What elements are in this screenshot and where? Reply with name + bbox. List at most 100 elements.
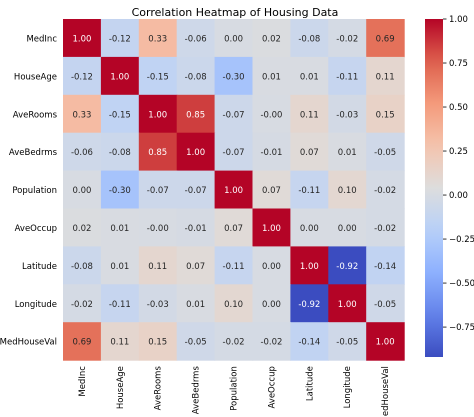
heatmap-cell-MedInc-Population	[214, 19, 254, 58]
colorbar-tick-label: 0.00	[449, 191, 468, 201]
cell-value-Latitude-HouseAge: 0.01	[110, 262, 129, 272]
cell-value-MedInc-Population: 0.00	[224, 34, 243, 44]
heatmap-cell-HouseAge-Longitude	[328, 56, 367, 96]
heatmap-cell-Longitude-HouseAge	[100, 284, 140, 323]
heatmap-cell-AveOccup-Longitude	[328, 208, 367, 247]
cell-value-MedHouseVal-Population: -0.02	[223, 338, 245, 348]
cell-value-MedHouseVal-MedHouseVal: 1.00	[376, 338, 395, 348]
cell-value-Longitude-HouseAge: -0.11	[109, 300, 131, 310]
column-label-AveRooms: AveRooms	[154, 366, 164, 411]
cell-value-Longitude-Longitude: 1.00	[338, 300, 357, 310]
heatmap-cell-AveOccup-Population	[214, 208, 254, 247]
cell-value-Population-AveRooms: -0.07	[147, 186, 169, 196]
heatmap-cell-MedInc-MedHouseVal	[366, 19, 405, 58]
heatmap-cell-Population-MedHouseVal	[366, 170, 405, 210]
heatmap-cell-MedHouseVal-MedInc	[63, 322, 102, 361]
heatmap-cell-Latitude-MedInc	[63, 246, 102, 285]
heatmap-cells: 1.00 -0.12 0.33 -0.06 0.00 0.02 -0.08 -0.02 0.69…	[63, 19, 405, 361]
cell-value-Latitude-AveBedrms: 0.07	[186, 262, 205, 272]
column-label-MedInc: MedInc	[78, 366, 88, 397]
cell-value-AveRooms-MedInc: 0.33	[72, 110, 91, 120]
row-labels: MedInc HouseAge AveRooms AveBedrms Populatio…	[0, 34, 58, 347]
heatmap-cell-Population-Population	[214, 170, 254, 210]
column-label-AveOccup: AveOccup	[267, 366, 277, 408]
cell-value-Latitude-MedHouseVal: -0.14	[374, 262, 396, 272]
cell-value-MedInc-HouseAge: -0.12	[109, 34, 131, 44]
heatmap-cell-AveBedrms-MedHouseVal	[366, 132, 405, 172]
heatmap-cell-AveOccup-AveBedrms	[176, 208, 216, 247]
heatmap-cell-Longitude-Latitude	[290, 284, 329, 323]
heatmap-cell-AveBedrms-Population	[214, 132, 254, 172]
cell-value-MedInc-Longitude: -0.02	[336, 34, 358, 44]
heatmap-cell-AveOccup-AveRooms	[138, 208, 178, 247]
cell-value-Longitude-MedInc: -0.02	[71, 300, 93, 310]
cell-value-AveBedrms-AveOccup: -0.01	[260, 148, 282, 158]
column-label-Population: Population	[230, 366, 240, 411]
cell-value-AveOccup-MedHouseVal: -0.02	[374, 224, 396, 234]
heatmap-cell-MedInc-Longitude	[328, 19, 367, 58]
column-label-AveBedrms: AveBedrms	[192, 366, 202, 415]
column-labels: MedInc HouseAge AveRooms AveBedrms Populatio…	[78, 366, 391, 417]
row-label-Latitude: Latitude	[22, 262, 57, 272]
cell-value-AveBedrms-Latitude: 0.07	[300, 148, 319, 158]
colorbar-tick-label: 0.25	[449, 147, 468, 157]
cell-value-Population-MedHouseVal: -0.02	[374, 186, 396, 196]
heatmap-cell-AveBedrms-MedInc	[63, 132, 102, 172]
heatmap-cell-MedInc-MedInc	[63, 19, 102, 58]
cell-value-Latitude-MedInc: -0.08	[71, 262, 93, 272]
heatmap-cell-AveOccup-Latitude	[290, 208, 329, 247]
cell-value-Longitude-Latitude: -0.92	[298, 300, 320, 310]
heatmap-cell-Population-Latitude	[290, 170, 329, 210]
heatmap-cell-HouseAge-MedInc	[63, 56, 102, 96]
cell-value-AveBedrms-MedInc: -0.06	[71, 148, 93, 158]
cell-value-HouseAge-Population: -0.30	[223, 72, 245, 82]
cell-value-AveRooms-Population: -0.07	[223, 110, 245, 120]
cell-value-AveBedrms-Population: -0.07	[223, 148, 245, 158]
heatmap-cell-AveOccup-AveOccup	[252, 208, 291, 247]
heatmap-cell-MedHouseVal-Population	[214, 322, 254, 361]
row-label-AveBedrms: AveBedrms	[9, 148, 58, 158]
cell-value-MedHouseVal-MedInc: 0.69	[72, 338, 91, 348]
heatmap-cell-AveBedrms-Longitude	[328, 132, 367, 172]
heatmap-cell-AveRooms-Latitude	[290, 94, 329, 134]
heatmap-cell-AveBedrms-AveRooms	[138, 132, 178, 172]
cell-value-MedInc-Latitude: -0.08	[298, 34, 320, 44]
chart-title: Correlation Heatmap of Housing Data	[132, 6, 339, 19]
heatmap-cell-MedHouseVal-HouseAge	[100, 322, 140, 361]
heatmap-cell-MedInc-AveBedrms	[176, 19, 216, 58]
heatmap-cell-AveRooms-MedInc	[63, 94, 102, 134]
heatmap-cell-MedInc-AveOccup	[252, 19, 291, 58]
colorbar-tick-label: 0.50	[449, 103, 468, 113]
heatmap-cell-Latitude-HouseAge	[100, 246, 140, 285]
colorbar-tick-label: −0.25	[449, 235, 474, 245]
row-label-HouseAge: HouseAge	[14, 72, 57, 82]
heatmap-cell-AveRooms-Population	[214, 94, 254, 134]
colorbar-tick-label: 1.00	[449, 15, 468, 25]
heatmap-cell-Longitude-AveRooms	[138, 284, 178, 323]
heatmap-cell-Latitude-Population	[214, 246, 254, 285]
cell-value-Longitude-AveRooms: -0.03	[147, 300, 169, 310]
cell-value-MedInc-AveBedrms: -0.06	[185, 34, 207, 44]
row-label-Longitude: Longitude	[15, 300, 57, 310]
heatmap-cell-Longitude-Longitude	[328, 284, 367, 323]
heatmap-cell-HouseAge-AveRooms	[138, 56, 178, 96]
heatmap-cell-Population-AveRooms	[138, 170, 178, 210]
heatmap-cell-MedInc-AveRooms	[138, 19, 178, 58]
cell-value-HouseAge-AveRooms: -0.15	[147, 72, 169, 82]
row-label-AveRooms: AveRooms	[13, 110, 58, 120]
cell-value-AveOccup-MedInc: 0.02	[72, 224, 91, 234]
heatmap-cell-Population-MedInc	[63, 170, 102, 210]
cell-value-HouseAge-MedHouseVal: 0.11	[376, 72, 395, 82]
cell-value-HouseAge-Longitude: -0.11	[336, 72, 358, 82]
cell-value-AveRooms-Longitude: -0.03	[336, 110, 358, 120]
heatmap-cell-Longitude-MedHouseVal	[366, 284, 405, 323]
cell-value-MedInc-MedInc: 1.00	[72, 34, 91, 44]
heatmap-cell-Latitude-AveBedrms	[176, 246, 216, 285]
cell-value-AveRooms-Latitude: 0.11	[300, 110, 319, 120]
colorbar-tick-label: 0.75	[449, 59, 468, 69]
cell-value-AveRooms-AveOccup: -0.00	[260, 110, 282, 120]
heatmap-cell-AveRooms-Longitude	[328, 94, 367, 134]
cell-value-AveBedrms-AveRooms: 0.85	[148, 148, 167, 158]
heatmap-cell-Longitude-AveBedrms	[176, 284, 216, 323]
